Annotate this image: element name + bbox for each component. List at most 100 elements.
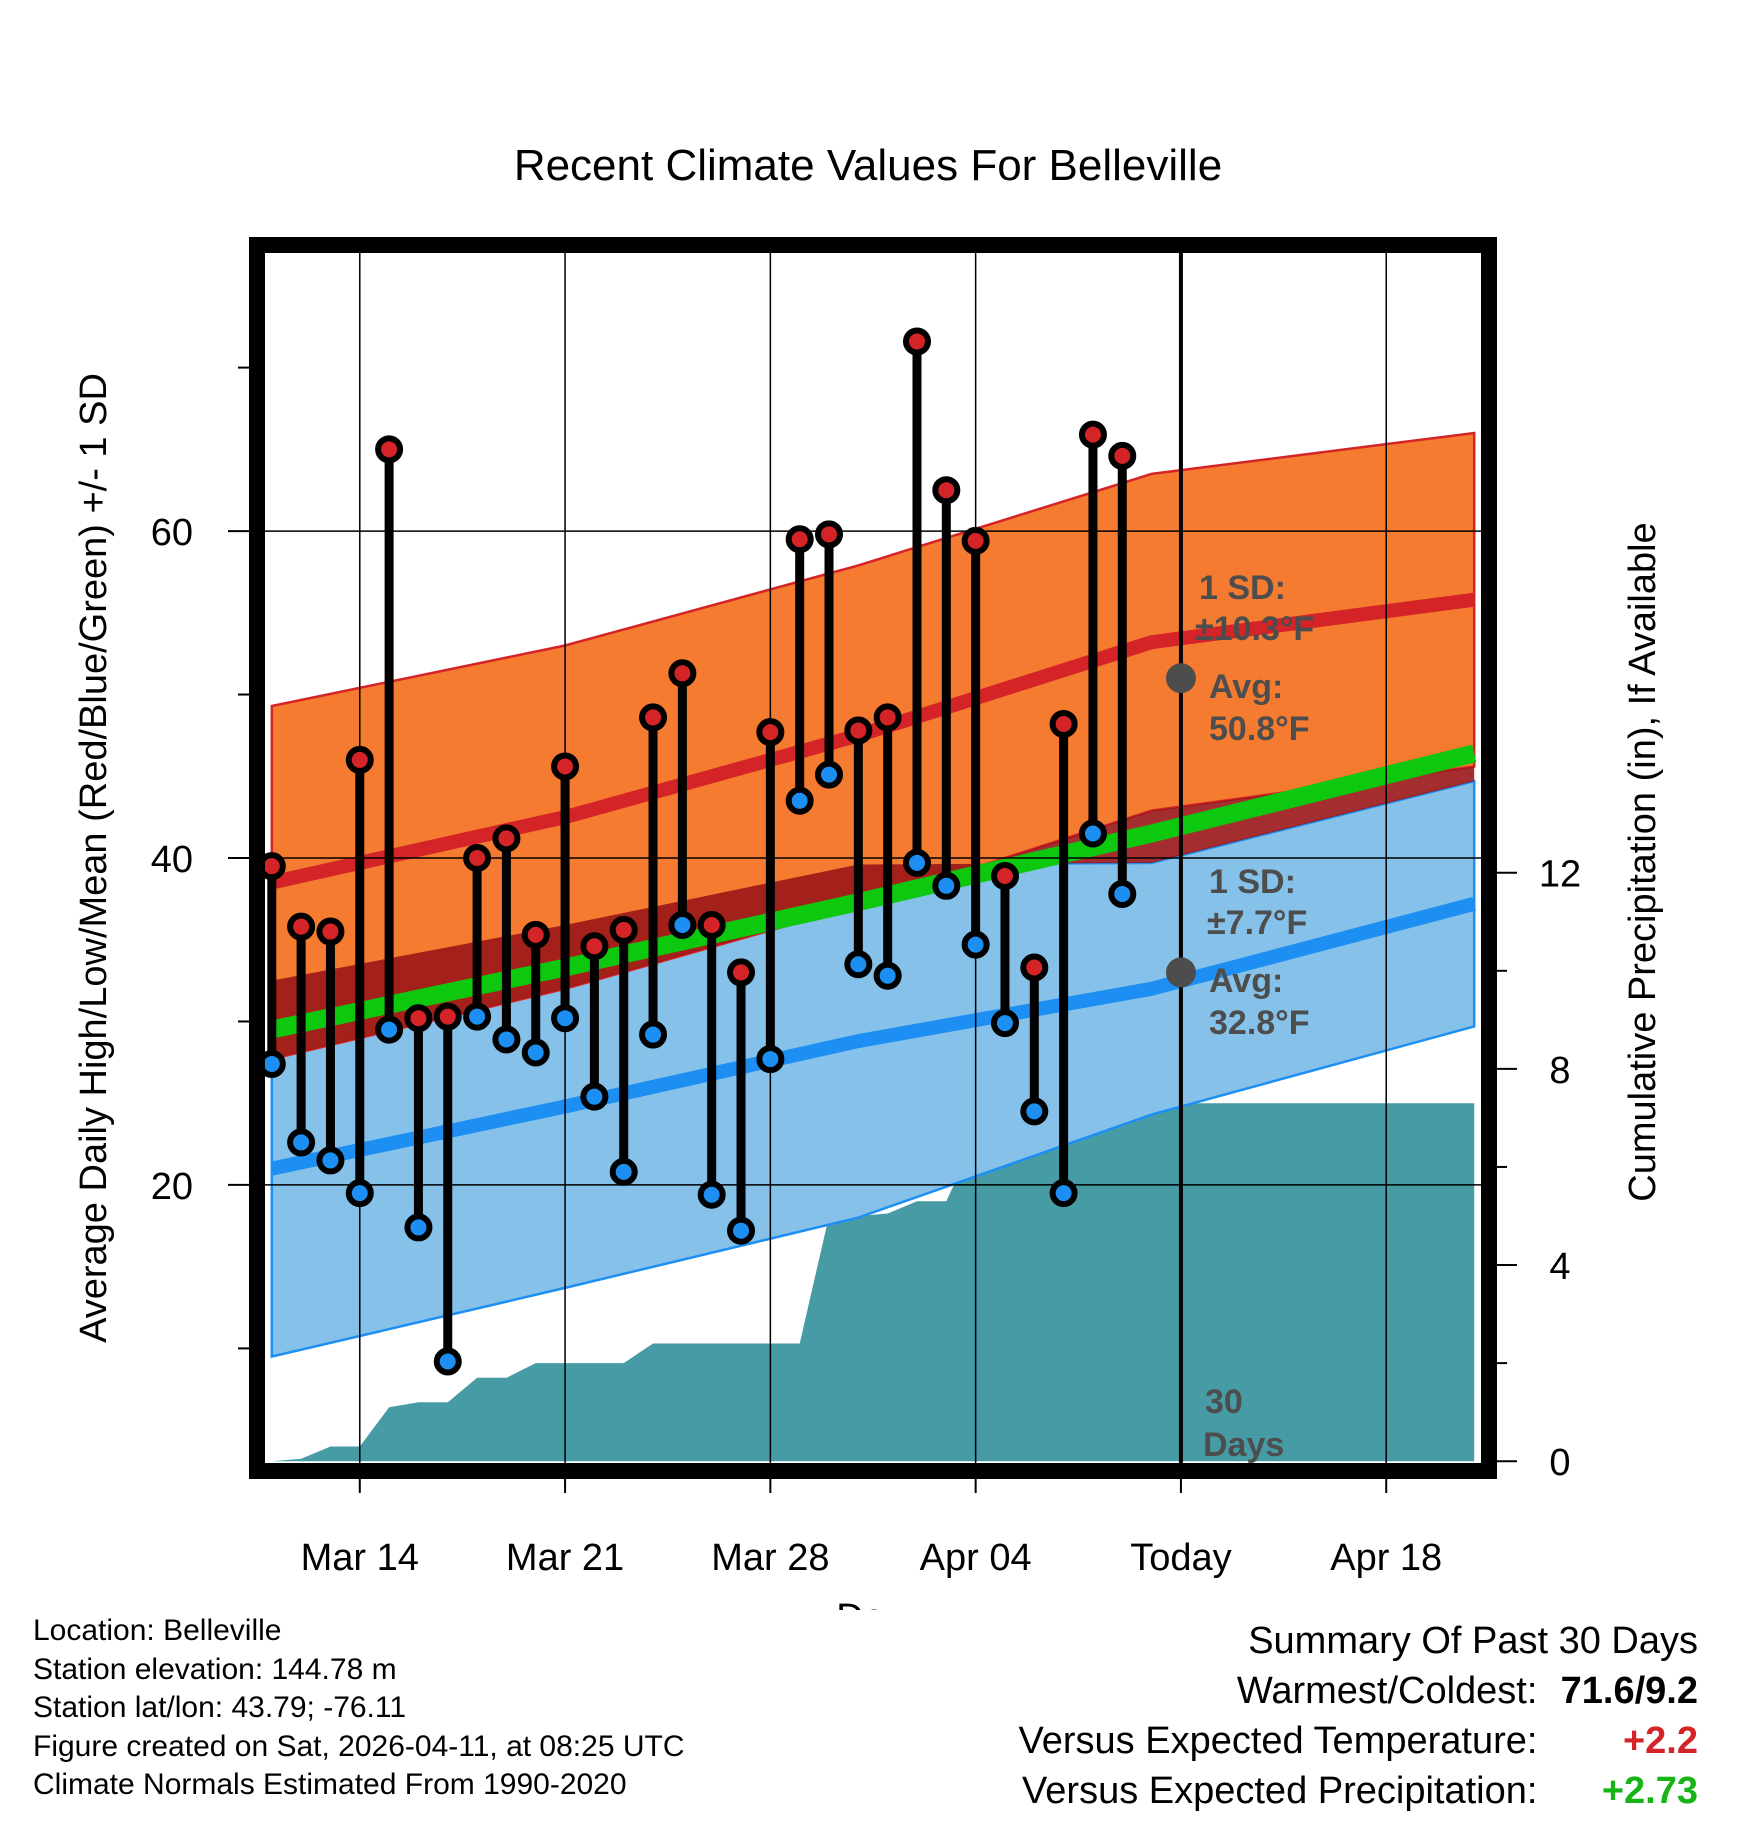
daily-low-point (961, 930, 990, 959)
normals-text: Climate Normals Estimated From 1990-2020 (33, 1768, 627, 1801)
daily-low-point (521, 1038, 550, 1067)
daily-high-point (551, 752, 580, 781)
temp-departure-label: Versus Expected Temperature: (1018, 1720, 1538, 1762)
daily-high-point (345, 745, 374, 774)
latlon-text: Station lat/lon: 43.79; -76.11 (33, 1691, 407, 1724)
daily-low-point (815, 760, 844, 789)
daily-high-point (932, 476, 961, 505)
daily-low-point (668, 911, 697, 940)
daily-high-point (697, 911, 726, 940)
daily-low-point (844, 950, 873, 979)
days-number: 30 (1205, 1383, 1243, 1421)
daily-low-point (697, 1180, 726, 1209)
daily-high-point (902, 327, 931, 356)
daily-high-point (580, 932, 609, 961)
daily-high-point (756, 718, 785, 747)
y-axis-label: Average Daily High/Low/Mean (Red/Blue/Gr… (73, 373, 115, 1343)
daily-high-point (463, 844, 492, 872)
daily-low-point (580, 1082, 609, 1111)
daily-high-point (287, 912, 316, 941)
precip-departure-value: +2.73 (1601, 1770, 1698, 1812)
created-text: Figure created on Sat, 2026-04-11, at 08… (33, 1729, 685, 1763)
daily-low-point (375, 1015, 404, 1044)
daily-low-point (902, 848, 931, 877)
daily-low-point (463, 1002, 492, 1031)
daily-high-point (727, 958, 756, 987)
daily-high-point (785, 525, 814, 554)
daily-low-point (932, 871, 961, 900)
daily-low-point (756, 1045, 785, 1074)
daily-low-point (727, 1216, 756, 1245)
x-axis-label: Day (836, 1597, 904, 1610)
daily-low-point (404, 1213, 433, 1242)
location-text: Location: Belleville (33, 1614, 282, 1647)
low-normal-line (270, 897, 1476, 1176)
x-tick-label: Mar 21 (506, 1537, 624, 1579)
daily-low-point (990, 1009, 1019, 1038)
daily-low-point (1049, 1179, 1078, 1208)
daily-high-point (492, 824, 521, 853)
daily-high-point (961, 526, 990, 555)
daily-low-point (551, 1004, 580, 1033)
y2-tick-label: 12 (1539, 854, 1581, 896)
daily-high-point (639, 703, 668, 732)
today-high-marker (1165, 663, 1196, 694)
daily-low-point (433, 1347, 462, 1376)
elevation-text: Station elevation: 144.78 m (33, 1652, 397, 1686)
high-sd-label: 1 SD: (1199, 569, 1286, 607)
daily-low-point (609, 1157, 638, 1186)
x-tick-label: Today (1130, 1537, 1231, 1579)
precip-departure-label: Versus Expected Precipitation: (1022, 1770, 1538, 1812)
daily-low-point (287, 1128, 316, 1157)
summary-panel: Summary Of Past 30 Days Warmest/Coldest:… (1019, 1616, 1698, 1816)
daily-high-point (316, 917, 345, 946)
x-tick-label: Mar 14 (301, 1537, 419, 1579)
x-tick-label: Apr 18 (1330, 1537, 1442, 1579)
y-tick-label: 40 (151, 839, 193, 881)
daily-low-point (785, 786, 814, 815)
daily-high-point (990, 861, 1019, 890)
daily-high-point (404, 1004, 433, 1033)
y-tick-label: 20 (151, 1166, 193, 1208)
summary-title: Summary Of Past 30 Days (1248, 1620, 1698, 1662)
climate-chart: Recent Climate Values For Belleville Mar… (73, 141, 1664, 1610)
daily-low-point (345, 1179, 374, 1208)
warmest-label: Warmest/Coldest: (1236, 1670, 1538, 1712)
daily-high-point (1078, 420, 1107, 449)
high-avg-label: Avg: (1209, 668, 1283, 706)
band-overlap (271, 766, 1475, 1060)
y2-axis-label: Cumulative Precipitation (in), If Availa… (1622, 522, 1664, 1201)
low-sd-label: 1 SD: (1209, 863, 1296, 901)
x-tick-label: Mar 28 (711, 1537, 829, 1579)
y2-tick-label: 4 (1549, 1246, 1570, 1288)
low-avg-label: Avg: (1209, 962, 1283, 1000)
low-sd-value: ±7.7°F (1207, 904, 1307, 942)
daily-high-point (873, 703, 902, 732)
daily-high-point (263, 852, 286, 881)
daily-high-point (668, 659, 697, 688)
y2-tick-label: 8 (1549, 1050, 1570, 1092)
warmest-value: 71.6/9.2 (1560, 1670, 1698, 1712)
daily-low-point (1020, 1097, 1049, 1126)
daily-high-point (1020, 953, 1049, 982)
chart-title: Recent Climate Values For Belleville (514, 141, 1222, 190)
temp-departure-value: +2.2 (1622, 1720, 1698, 1762)
station-info: Location: Belleville Station elevation: … (33, 1612, 685, 1805)
daily-high-point (815, 520, 844, 549)
daily-high-point (844, 716, 873, 745)
daily-high-point (1049, 709, 1078, 738)
daily-low-point (639, 1020, 668, 1049)
daily-low-point (1078, 819, 1107, 848)
daily-high-point (375, 435, 404, 464)
daily-low-point (492, 1025, 521, 1054)
daily-high-point (609, 915, 638, 944)
plot-frame (249, 237, 1497, 1479)
low-avg-value: 32.8°F (1209, 1004, 1310, 1042)
daily-low-point (316, 1146, 345, 1175)
today-low-marker (1165, 957, 1196, 988)
high-avg-value: 50.8°F (1209, 710, 1310, 748)
high-sd-value: ±10.3°F (1195, 610, 1314, 648)
daily-high-point (521, 920, 550, 949)
daily-low-point (263, 1049, 286, 1078)
daily-high-point (433, 1002, 462, 1031)
